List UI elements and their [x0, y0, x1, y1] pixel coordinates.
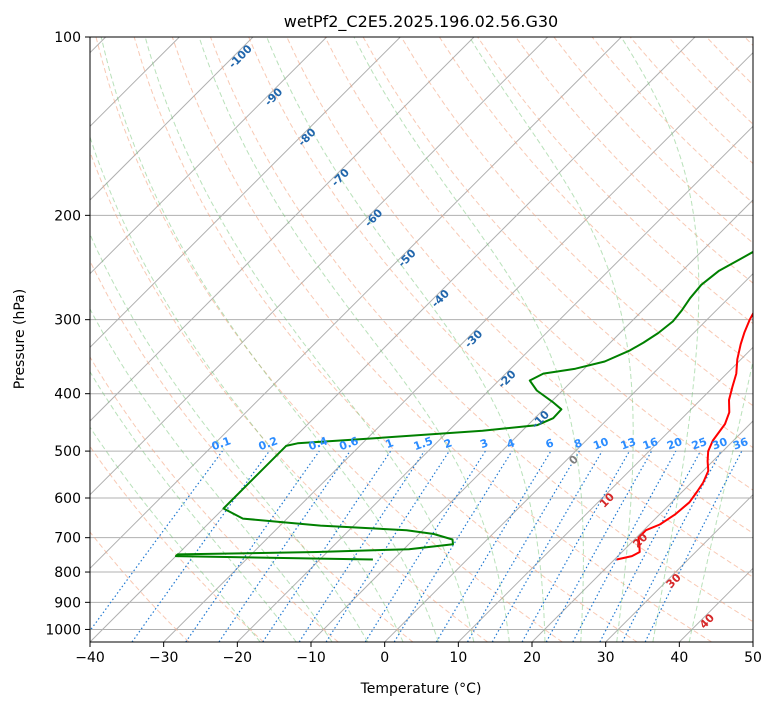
- isotherm-line: [384, 272, 753, 642]
- mixing-ratio-label: 0.6: [338, 434, 361, 453]
- moist-adiabat-line: [144, 37, 475, 642]
- mixing-ratio-label: 8: [572, 436, 584, 451]
- sounding-line: [616, 311, 753, 561]
- mixing-ratio-label: 1.5: [412, 434, 435, 453]
- mixing-ratio-line: [90, 450, 223, 632]
- isotherm-line: [163, 51, 753, 642]
- isotherm-line: [90, 37, 328, 275]
- dry-adiabat-line: [210, 37, 753, 623]
- mixing-ratio-label: 30: [710, 435, 729, 453]
- mixing-ratio-line: [131, 450, 270, 642]
- dry-adiabat-line: [133, 37, 638, 642]
- mixing-ratio-line: [298, 450, 425, 642]
- mixing-ratio-line: [262, 450, 392, 642]
- mixing-ratio-label: 20: [665, 435, 684, 453]
- dry-adiabat-line: [324, 37, 753, 491]
- x-tick-label: 20: [523, 650, 541, 666]
- y-axis-title: Pressure (hPa): [12, 289, 28, 389]
- x-tick-label: 40: [670, 650, 688, 666]
- mixing-ratio-label: 0.4: [307, 434, 330, 453]
- mixing-ratio-label: 3: [478, 436, 490, 451]
- axes: −40 −30 −20 −10 0 10 20 30 40 50 1000 900 800 700 600 5…: [45, 30, 762, 666]
- y-tick-label: 200: [54, 208, 81, 224]
- dry-adiabat-line: [90, 150, 488, 642]
- x-tick-label: 0: [380, 650, 389, 666]
- moist-adiabat-line: [90, 426, 261, 642]
- mixing-ratio-line: [325, 450, 450, 642]
- plot-frame: [89, 36, 754, 643]
- mixing-ratio-line: [644, 450, 743, 642]
- mixing-ratio-label: 0.1: [210, 434, 233, 453]
- mixing-ratio-line: [521, 450, 631, 642]
- y-tick-label: 900: [54, 595, 81, 611]
- mixing-ratio-line: [185, 450, 320, 642]
- mixing-ratio-line: [218, 450, 351, 642]
- isotherm-line: [236, 125, 753, 642]
- x-tick-label: −10: [296, 650, 326, 666]
- mixing-ratio-line: [572, 450, 677, 642]
- y-tick-label: 1000: [45, 622, 81, 638]
- y-tick-label: 300: [54, 313, 81, 329]
- isotherm-line: [90, 37, 549, 496]
- moist-adiabat-line: [100, 37, 439, 642]
- mixing-ratio-label: 36: [731, 435, 750, 453]
- y-tick-label: 400: [54, 387, 81, 403]
- x-tick-label: −30: [149, 650, 179, 666]
- moist-adiabat-line: [266, 37, 546, 642]
- moist-adiabat-line: [198, 37, 510, 642]
- dry-adiabat-line: [438, 37, 753, 366]
- x-tick-label: −20: [223, 650, 253, 666]
- dry-adiabat-line: [248, 37, 753, 578]
- mixing-ratio-line: [545, 450, 653, 642]
- y-tick-label: 500: [54, 444, 81, 460]
- mixing-ratio-label: 2: [442, 436, 454, 451]
- moist-adiabat-line: [688, 358, 753, 642]
- mixing-ratio-label: 6: [544, 436, 556, 451]
- isotherm-line: [457, 346, 753, 642]
- dry-adiabat-line: [90, 531, 190, 642]
- plot-lines: [90, 37, 753, 642]
- moist-adiabat-line: [90, 308, 333, 642]
- mixing-ratio-label: 25: [690, 435, 709, 452]
- mixing-ratio-label: 10: [591, 435, 610, 453]
- x-tick-label: −40: [75, 650, 105, 666]
- x-axis-title: Temperature (°C): [360, 681, 482, 697]
- moist-adiabat-line: [353, 37, 584, 642]
- dry-adiabat-line: [95, 37, 563, 642]
- isotherm-line: [90, 37, 401, 349]
- plot-area: [90, 37, 753, 642]
- chart-title: wetPf2_C2E5.2025.196.02.56.G30: [284, 12, 558, 32]
- dry-adiabat-line: [515, 37, 753, 284]
- mixing-ratio-label: 0.2: [257, 434, 280, 453]
- mixing-ratio-label: 1: [384, 436, 396, 451]
- dry-adiabat-line: [400, 37, 753, 407]
- moist-adiabat-line: [90, 232, 369, 642]
- mixing-ratio-label: 4: [505, 436, 517, 451]
- sounding-line: [174, 250, 753, 561]
- moist-adiabat-line: [620, 37, 700, 642]
- y-tick-label: 100: [54, 30, 81, 46]
- isotherm-line: [531, 420, 753, 642]
- mixing-ratio-line: [393, 450, 513, 642]
- x-tick-label: 30: [597, 650, 615, 666]
- dry-adiabat-line: [171, 37, 712, 642]
- moist-adiabat-line: [90, 135, 404, 642]
- dry-adiabat-line: [90, 356, 339, 642]
- isotherm-line: [90, 37, 475, 422]
- y-tick-label: 700: [54, 531, 81, 547]
- mixing-ratio-label: 13: [619, 435, 638, 452]
- isotherm-line: [90, 37, 696, 642]
- x-tick-label: 50: [744, 650, 762, 666]
- y-tick-label: 800: [54, 565, 81, 581]
- isotherm-line: [90, 37, 254, 201]
- y-tick-label: 600: [54, 491, 81, 507]
- isotherm-line: [90, 37, 622, 570]
- mixing-ratio-label: 16: [641, 435, 660, 453]
- x-tick-label: 10: [449, 650, 467, 666]
- dry-adiabat-line: [90, 445, 264, 642]
- isotherm-line: [605, 493, 753, 642]
